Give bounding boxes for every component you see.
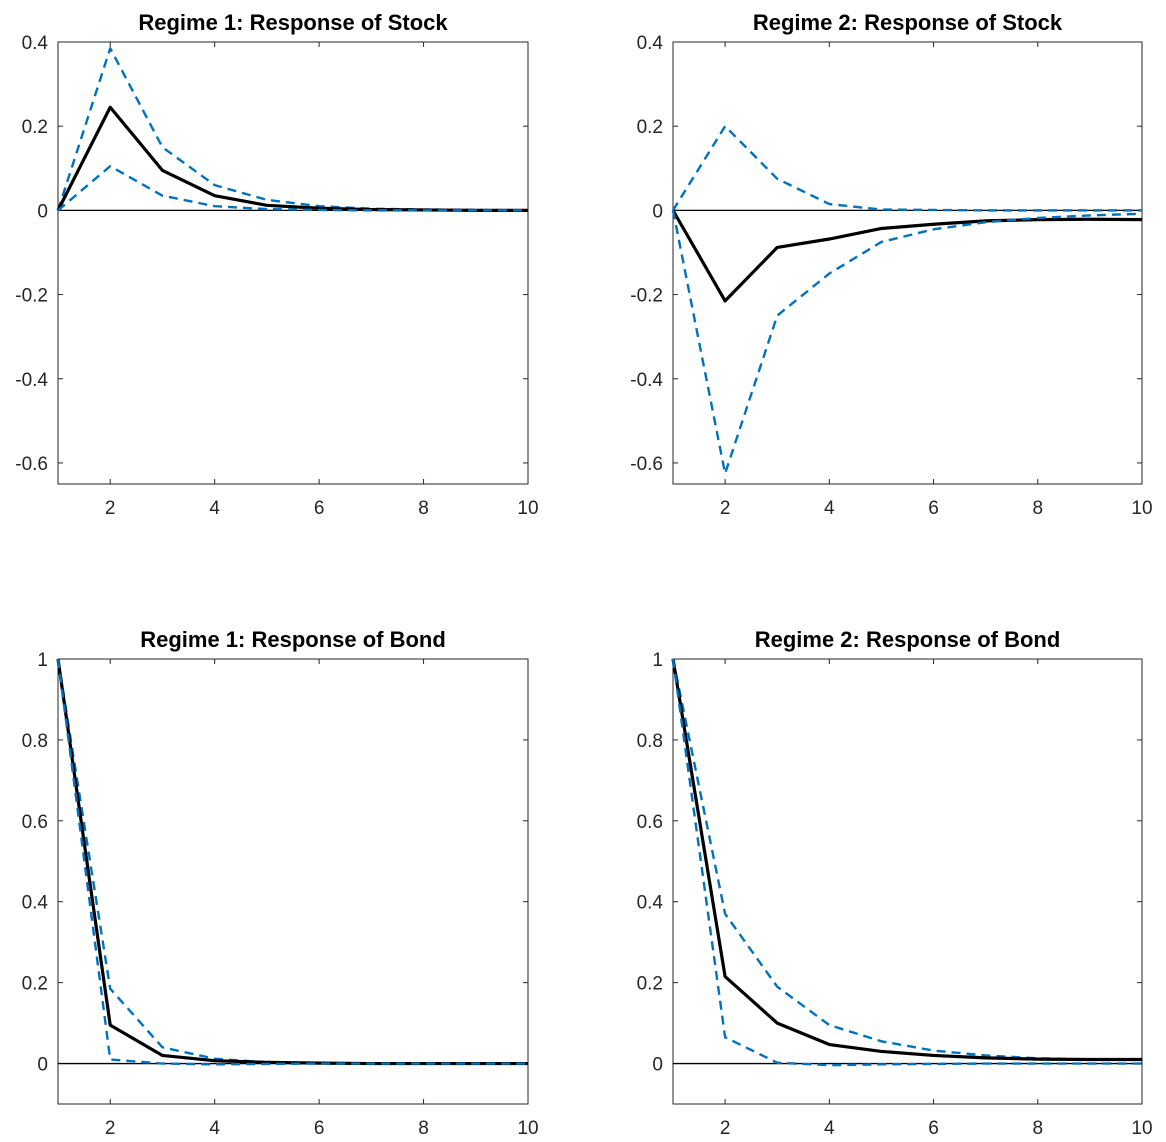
axes-box <box>672 41 1143 485</box>
series-line-upper <box>671 124 1142 212</box>
x-tick-label: 2 <box>720 498 731 519</box>
x-tick-label: 4 <box>824 1118 835 1139</box>
chart-title: Regime 2: Response of Bond <box>755 627 1061 652</box>
series-line-lower <box>57 164 528 212</box>
y-tick-label: 0.4 <box>22 33 49 54</box>
y-tick-label: 0.8 <box>637 731 663 752</box>
series-line-upper <box>56 47 529 212</box>
x-tick-label: 8 <box>418 498 429 519</box>
panel-4: 2 4 6 8 10 0 0.2 0.4 0.6 0.8 1 Regime 2: Response o… <box>637 627 1153 1139</box>
x-tick-label: 6 <box>928 1118 939 1139</box>
y-tick-label: 0.4 <box>637 33 664 54</box>
axes-box <box>57 658 529 1105</box>
x-tick-label: 10 <box>517 1118 538 1139</box>
x-tick-label: 10 <box>1131 1118 1152 1139</box>
series-line-lower <box>671 658 1142 1067</box>
panel-2: 2 4 6 8 10 -0.6 -0.4 -0.2 0 0.2 0.4 Regime 2: Respo… <box>630 10 1152 519</box>
x-tick-label: 6 <box>314 1118 325 1139</box>
y-tick-label: 0.2 <box>22 117 48 138</box>
panel-1: 2 4 6 8 10 -0.6 -0.4 -0.2 0 0.2 0.4 Regime 1: Respo… <box>15 10 538 519</box>
chart-title: Regime 2: Response of Stock <box>753 10 1063 35</box>
y-tick-label: 0.2 <box>637 117 663 138</box>
x-tick-label: 4 <box>824 498 835 519</box>
y-tick-label: -0.6 <box>15 454 48 475</box>
y-tick-label: 1 <box>652 650 663 671</box>
x-tick-label: 10 <box>517 498 538 519</box>
x-tick-label: 6 <box>928 498 939 519</box>
x-tick-label: 8 <box>1032 1118 1043 1139</box>
series-line-lower <box>671 210 1143 475</box>
y-tick-label: 0.8 <box>22 731 48 752</box>
series-line-median <box>671 658 1142 1062</box>
x-tick-label: 2 <box>105 1118 116 1139</box>
x-tick-label: 8 <box>418 1118 429 1139</box>
y-tick-label: -0.2 <box>630 286 663 307</box>
x-tick-label: 2 <box>105 498 116 519</box>
y-tick-label: 0.4 <box>22 893 49 914</box>
y-tick-label: -0.6 <box>630 454 663 475</box>
y-tick-label: -0.4 <box>15 370 48 391</box>
y-tick-label: 0.6 <box>22 812 48 833</box>
y-tick-label: 0 <box>37 1055 48 1076</box>
y-tick-label: 1 <box>37 650 48 671</box>
y-tick-label: 0 <box>652 201 663 222</box>
series-line-median <box>56 105 528 212</box>
x-tick-label: 4 <box>209 1118 220 1139</box>
y-tick-label: 0 <box>37 201 48 222</box>
series-line-median <box>671 209 1143 303</box>
panel-3: 2 4 6 8 10 0 0.2 0.4 0.6 0.8 1 Regime 1: Response o… <box>22 627 539 1139</box>
y-tick-label: 0.2 <box>637 974 663 995</box>
y-tick-label: -0.2 <box>15 286 48 307</box>
y-tick-label: 0.4 <box>637 893 664 914</box>
y-tick-label: 0 <box>652 1055 663 1076</box>
y-tick-label: -0.4 <box>630 370 663 391</box>
chart-title: Regime 1: Response of Bond <box>140 627 446 652</box>
axes-box <box>672 658 1143 1105</box>
x-tick-label: 4 <box>209 498 220 519</box>
chart-title: Regime 1: Response of Stock <box>138 10 448 35</box>
x-tick-label: 6 <box>314 498 325 519</box>
y-tick-label: 0.6 <box>637 812 663 833</box>
y-tick-label: 0.2 <box>22 974 48 995</box>
x-tick-label: 2 <box>720 1118 731 1139</box>
series-line-lower <box>56 658 528 1066</box>
axes-box <box>57 41 529 485</box>
x-tick-label: 8 <box>1032 498 1043 519</box>
x-tick-label: 10 <box>1131 498 1152 519</box>
